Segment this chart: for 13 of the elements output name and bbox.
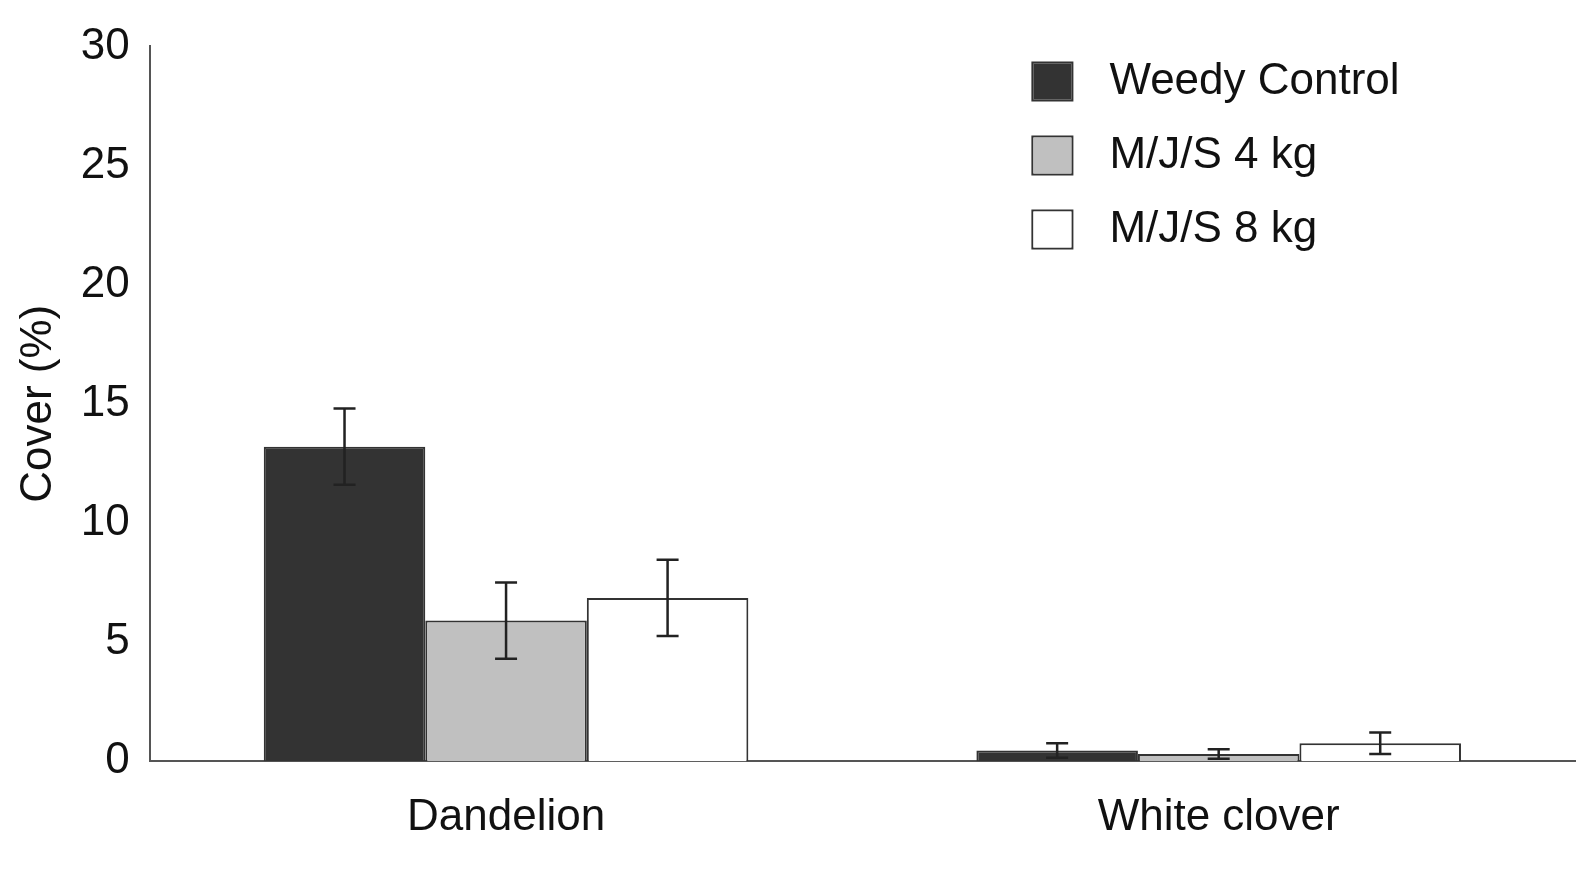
y-tick-label: 0 — [105, 733, 130, 783]
x-tick-label: Dandelion — [406, 789, 606, 839]
y-tick-label: 10 — [80, 495, 130, 545]
y-tick-label: 25 — [80, 137, 130, 187]
legend-label: Weedy Control — [1109, 53, 1400, 103]
y-tick-label: 5 — [105, 614, 130, 664]
y-tick-label: 30 — [80, 18, 130, 68]
y-tick-label: 20 — [80, 256, 130, 306]
x-tick-label: White clover — [1097, 789, 1340, 839]
y-axis-title: Cover (%) — [10, 304, 60, 503]
y-tick-label: 15 — [80, 375, 130, 425]
legend-label: M/J/S 4 kg — [1109, 127, 1318, 177]
legend-label: M/J/S 8 kg — [1109, 201, 1318, 251]
